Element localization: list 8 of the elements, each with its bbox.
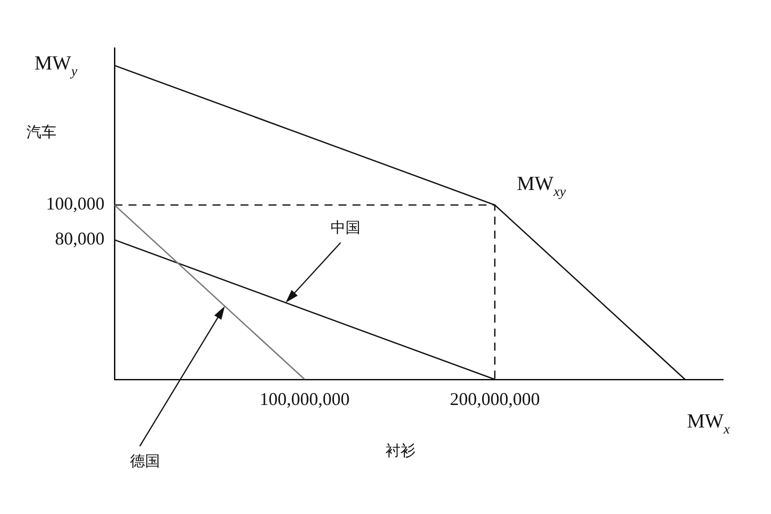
y-axis-title: 汽车 <box>26 122 56 141</box>
annotation: 德国 <box>130 452 160 470</box>
y-tick-label: 80,000 <box>55 228 104 249</box>
x-tick-label: 200,000,000 <box>450 388 540 409</box>
annotation: 中国 <box>330 218 361 237</box>
x-tick-label: 100,000,000 <box>260 388 350 409</box>
x-axis-title: 衬衫 <box>385 441 416 460</box>
y-tick-label: 100,000 <box>46 194 104 214</box>
